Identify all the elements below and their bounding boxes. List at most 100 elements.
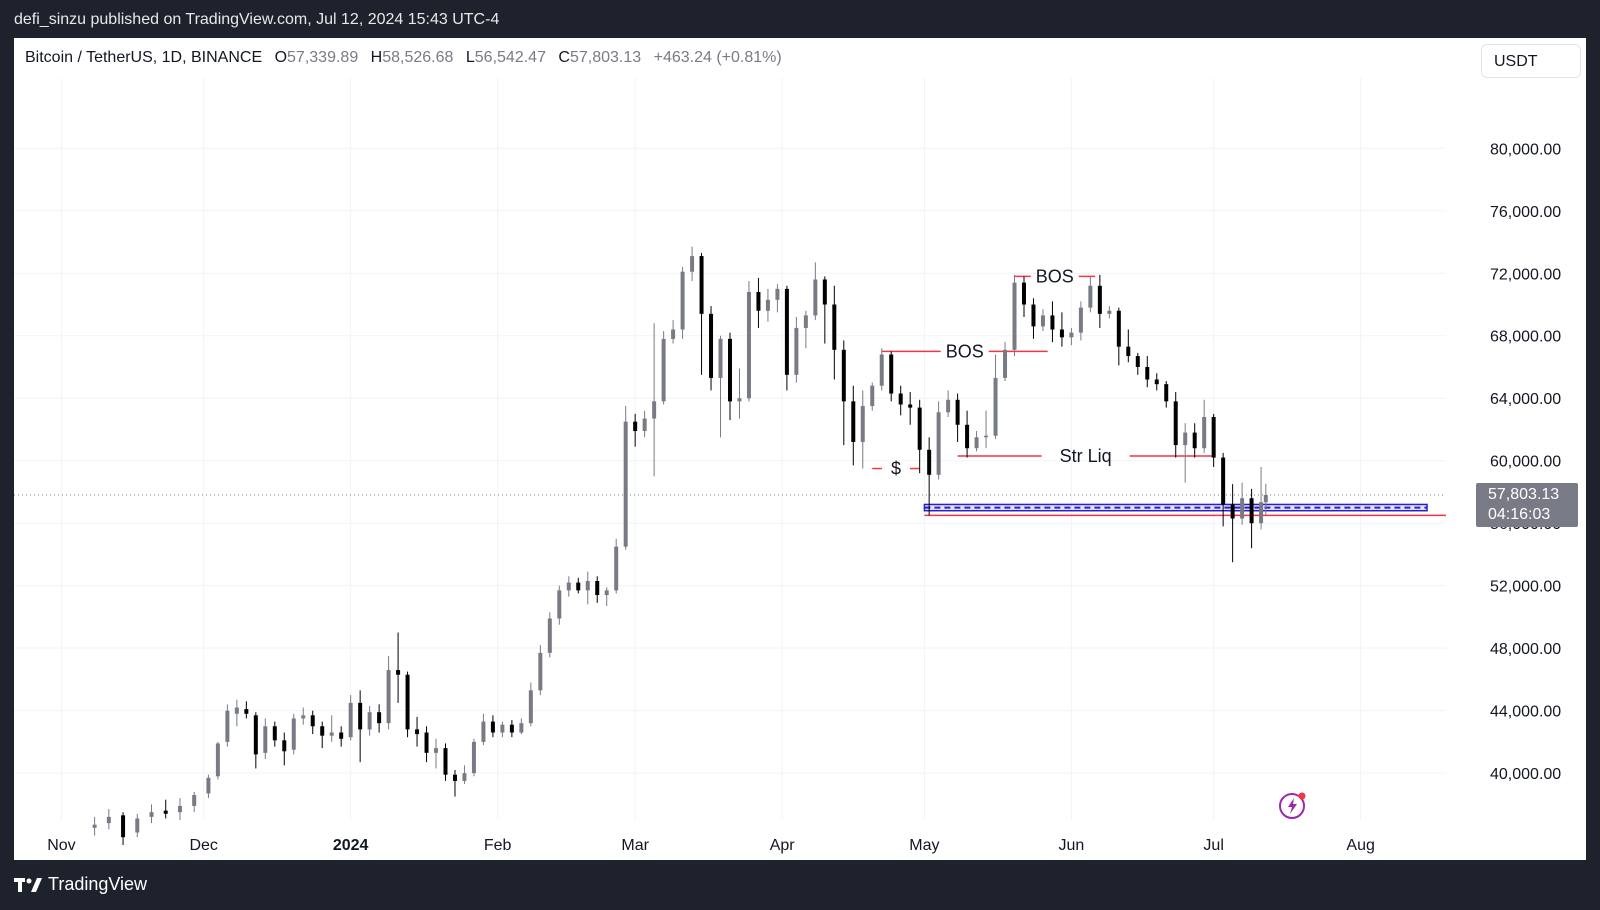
candle <box>1230 484 1235 563</box>
candle <box>519 718 524 735</box>
candle <box>310 710 315 735</box>
candle-body <box>538 652 543 691</box>
candle-body <box>424 732 429 753</box>
candle <box>1202 399 1207 453</box>
candle-body <box>699 256 704 314</box>
candle-body <box>462 773 467 781</box>
candle <box>528 682 533 727</box>
close-label: C <box>558 49 570 66</box>
candle-body <box>500 724 505 733</box>
currency-button[interactable]: USDT <box>1481 44 1581 78</box>
candle <box>377 704 382 733</box>
candle <box>1088 276 1093 313</box>
symbol-name[interactable]: Bitcoin / TetherUS, 1D, BINANCE <box>25 49 263 66</box>
candle <box>253 712 258 769</box>
candle <box>1259 466 1264 530</box>
candle <box>936 401 941 480</box>
y-tick-label: 64,000.00 <box>1490 391 1561 408</box>
candle <box>443 743 448 781</box>
candle <box>699 252 704 375</box>
candle <box>263 718 268 760</box>
candle-body <box>1164 384 1169 402</box>
candle-body <box>860 406 865 442</box>
candle-body <box>177 805 182 813</box>
candle-body <box>984 435 989 438</box>
brand-name: TradingView <box>48 874 148 894</box>
candle-body <box>225 710 230 742</box>
candle-body <box>1211 416 1216 458</box>
candle <box>642 410 647 438</box>
candle <box>106 809 111 830</box>
candle <box>728 332 732 421</box>
candle <box>1040 309 1045 332</box>
candle-body <box>784 288 789 375</box>
candle-body <box>1183 432 1188 446</box>
candle-body <box>1240 498 1245 519</box>
candle <box>405 671 410 738</box>
candle-body <box>955 399 960 425</box>
candle-body <box>509 724 514 733</box>
candle-body <box>452 774 457 781</box>
candle <box>822 276 827 344</box>
candle <box>481 713 486 746</box>
candle-body <box>813 279 818 316</box>
lightning-icon[interactable] <box>1279 791 1307 819</box>
candle-body <box>1003 349 1008 378</box>
candle <box>756 277 761 328</box>
candle <box>908 391 913 425</box>
low-value: 56,542.47 <box>474 49 546 66</box>
candle <box>927 437 932 516</box>
candle-body <box>1012 282 1017 350</box>
high-label: H <box>370 49 383 66</box>
publisher-line: defi_sinzu published on TradingView.com,… <box>14 11 500 28</box>
candle-body <box>566 582 571 591</box>
chart-frame[interactable] <box>14 38 1586 860</box>
y-tick-label: 44,000.00 <box>1490 704 1561 721</box>
candle <box>765 288 770 322</box>
candle-body <box>206 777 211 794</box>
candle <box>301 707 306 725</box>
candle <box>1078 301 1083 341</box>
candle <box>225 704 230 747</box>
candle-body <box>1097 285 1102 314</box>
candle-body <box>490 721 495 733</box>
candle <box>690 246 695 282</box>
candle-body <box>163 810 168 814</box>
y-tick-label: 80,000.00 <box>1490 141 1561 158</box>
candle-body <box>1078 307 1083 333</box>
candle-body <box>870 385 875 407</box>
candle-body <box>405 674 410 730</box>
candle-body <box>244 709 249 714</box>
candle-body <box>746 292 751 399</box>
candle-body <box>301 715 306 719</box>
candle-body <box>1145 366 1150 380</box>
candle <box>1003 341 1008 382</box>
candle <box>1097 274 1102 328</box>
close-value: 57,803.13 <box>569 49 642 66</box>
candle-body <box>661 338 666 402</box>
x-tick-label: Jun <box>1059 837 1085 854</box>
candle <box>1050 301 1055 342</box>
candle-body <box>358 702 363 730</box>
candle-body <box>1202 416 1207 449</box>
candle <box>671 320 676 344</box>
x-tick-label: May <box>909 837 939 854</box>
candle <box>851 385 856 466</box>
candle-body <box>794 327 799 375</box>
candle <box>1263 483 1268 515</box>
candle-body <box>282 740 287 752</box>
candle-body <box>765 299 770 311</box>
price-chart[interactable]: Nov Dec 2024 Feb Mar Apr May Jun Jul Aug 40,000.00… <box>0 0 1600 860</box>
candle <box>595 576 600 603</box>
candle-body <box>396 670 401 675</box>
candle <box>974 431 979 452</box>
x-tick-label: Nov <box>47 837 75 854</box>
candle <box>1183 423 1188 483</box>
tradingview-logo[interactable]: TradingView <box>14 874 147 895</box>
candle <box>1107 306 1112 319</box>
y-tick-label: 60,000.00 <box>1490 454 1561 471</box>
candle <box>993 354 998 439</box>
candle-body <box>756 292 761 311</box>
candle-body <box>471 741 476 774</box>
brand-bar: TradingView <box>0 860 1600 910</box>
